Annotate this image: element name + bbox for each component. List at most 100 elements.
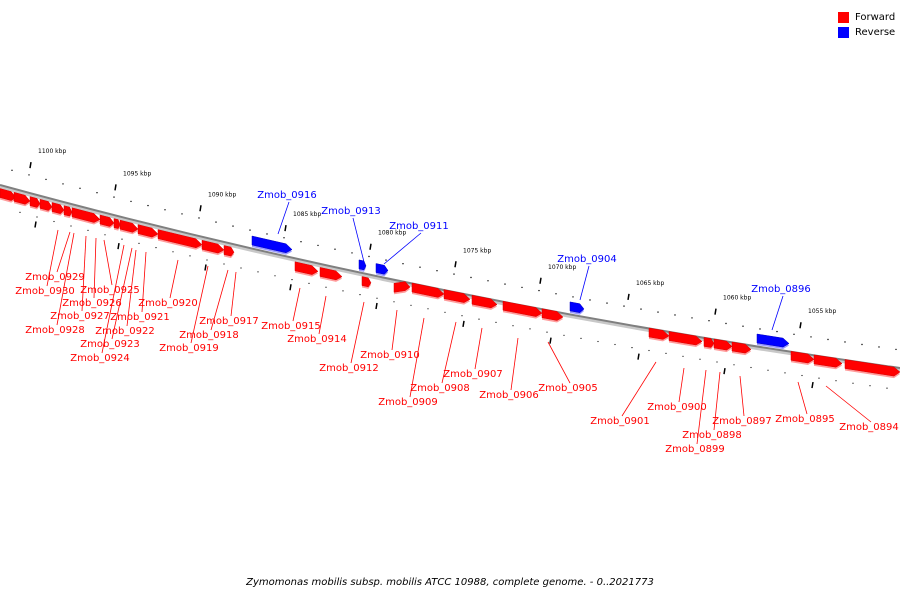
scale-dot — [172, 251, 174, 253]
leader-line — [441, 321, 457, 384]
scale-dot — [121, 238, 123, 240]
scale-dot — [555, 293, 557, 295]
scale-tick — [799, 322, 802, 329]
gene-body — [157, 229, 203, 249]
leader-line — [111, 247, 133, 340]
gene-zmob-0915[interactable] — [294, 261, 319, 277]
gene-zmob-0904[interactable] — [569, 301, 585, 315]
gene-zmob-0900[interactable] — [668, 331, 703, 348]
scale-tick — [29, 162, 32, 169]
scale-dot — [223, 263, 225, 265]
scale-tick-label: 1070 kbp — [548, 264, 576, 271]
gene-label: Zmob_0911 — [389, 221, 449, 232]
gene-zmob-0897[interactable] — [731, 341, 752, 356]
scale-dot — [776, 330, 778, 333]
gene-zmob-0912[interactable] — [361, 276, 372, 289]
scale-tick-label: 1095 kbp — [123, 170, 151, 177]
gene-zmob-0929[interactable] — [13, 191, 31, 207]
gene-label: Zmob_0904 — [557, 254, 617, 265]
gene-zmob-0896[interactable] — [756, 333, 790, 350]
scale-dot — [784, 372, 786, 374]
gene-body — [668, 331, 703, 346]
scale-tick — [284, 224, 287, 232]
scale-tick-label: 1065 kbp — [636, 280, 664, 287]
scale-dot — [487, 280, 489, 282]
leader-line — [56, 231, 71, 273]
gene-body — [713, 338, 733, 351]
gene-zmob-0908[interactable] — [443, 289, 471, 305]
inner-tick — [117, 242, 120, 250]
scale-dot — [155, 247, 157, 249]
scale-tick-label: 1075 kbp — [463, 247, 491, 254]
gene-body — [99, 214, 115, 227]
scale-dot — [546, 331, 548, 333]
gene-zmob-0906[interactable] — [502, 300, 543, 319]
gene-zmob-0921[interactable] — [119, 219, 139, 235]
gene-zmob-0914[interactable] — [319, 267, 343, 282]
scale-dot — [283, 237, 285, 239]
scale-dots — [11, 169, 897, 389]
gene-zmob-0923[interactable] — [99, 214, 115, 229]
gene-body — [294, 261, 319, 275]
scale-dot — [376, 297, 378, 299]
gene-body — [29, 196, 41, 208]
scale-dot — [70, 225, 72, 227]
gene-zmob-0926[interactable] — [51, 202, 65, 216]
gene-zmob-0894_cont[interactable] — [844, 359, 900, 379]
gene-zmob-0910[interactable] — [393, 281, 411, 295]
gene-zmob-0920[interactable] — [137, 224, 159, 240]
gene-zmob-0899[interactable] — [703, 337, 715, 350]
gene-label: Zmob_0908 — [410, 383, 470, 394]
gene-zmob-0922[interactable] — [113, 218, 121, 231]
gene-zmob-0918[interactable] — [201, 239, 225, 256]
gene-zmob-0925[interactable] — [63, 205, 73, 219]
leader-line — [210, 269, 229, 331]
gene-zmob-0917[interactable] — [223, 245, 235, 259]
leader-line — [678, 367, 685, 403]
gene-zmob-0894[interactable] — [813, 354, 843, 370]
gene-label: Zmob_0899 — [665, 444, 725, 455]
gene-zmob-0895[interactable] — [790, 351, 815, 365]
inner-tick — [34, 221, 37, 228]
legend-reverse-label: Reverse — [855, 27, 896, 38]
gene-body — [411, 282, 445, 298]
scale-dot — [470, 276, 472, 279]
scale-dot — [359, 294, 361, 296]
gene-zmob-0930[interactable] — [0, 188, 17, 203]
gene-zmob-0919[interactable] — [157, 229, 203, 250]
scale-dot — [87, 229, 89, 231]
gene-label: Zmob_0920 — [138, 298, 198, 309]
leader-line — [126, 249, 137, 327]
gene-body — [541, 308, 564, 321]
gene-body — [358, 259, 367, 271]
leader-line — [101, 244, 125, 354]
leader-line — [771, 295, 784, 331]
gene-zmob-0905[interactable] — [541, 308, 564, 323]
gene-zmob-0909[interactable] — [411, 282, 445, 300]
scale-dot — [291, 279, 293, 281]
gene-zmob-0907[interactable] — [471, 294, 498, 310]
scale-dot — [198, 217, 200, 219]
inner-tick — [637, 353, 640, 360]
gene-body — [703, 337, 715, 348]
leader-line — [547, 341, 571, 384]
scale-dot — [317, 244, 319, 247]
gene-zmob-0916[interactable] — [251, 235, 293, 255]
gene-zmob-0927[interactable] — [39, 198, 53, 213]
scale-tick — [369, 243, 372, 250]
gene-label: Zmob_0917 — [199, 316, 259, 327]
gene-zmob-0901[interactable] — [648, 327, 670, 342]
scale-dot — [19, 211, 21, 213]
scale-dot — [300, 241, 302, 243]
legend-forward: Forward — [838, 10, 895, 25]
gene-zmob-0928[interactable] — [29, 196, 41, 210]
gene-zmob-0913[interactable] — [358, 259, 367, 272]
scale-dot — [614, 343, 616, 346]
scale-dot — [733, 364, 735, 366]
scale-tick — [454, 261, 457, 268]
scale-dot — [691, 317, 693, 319]
gene-body — [361, 276, 372, 288]
gene-zmob-0898[interactable] — [713, 338, 733, 353]
gene-zmob-0924[interactable] — [71, 207, 101, 225]
gene-zmob-0911[interactable] — [375, 263, 389, 277]
